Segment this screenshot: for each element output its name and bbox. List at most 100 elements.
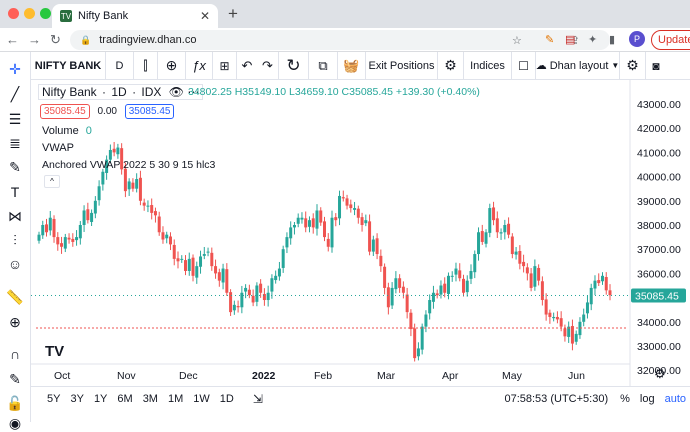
chart-settings-gear-icon[interactable]: ⚙ [620,51,646,80]
candle-body [409,312,413,330]
range-1m-button[interactable]: 1M [167,392,184,405]
visibility-eye-icon[interactable]: 👁 [168,85,184,99]
templates-grid-icon[interactable]: ⊞ [213,51,237,80]
minimize-window-icon[interactable] [24,8,35,19]
price-chart[interactable]: 43000.00 42000.00 41000.00 40000.00 39000.00… [31,80,690,422]
reload-icon[interactable]: ↻ [50,32,61,47]
exit-positions-button[interactable]: Exit Positions [366,51,438,80]
candle-body [593,280,597,289]
collapse-legend-icon[interactable]: ^ [44,175,60,188]
vwap-legend[interactable]: VWAP [42,142,74,154]
profile-avatar[interactable]: P [629,31,645,47]
candle-body [330,217,334,248]
browser-tab-bar: TV Nifty Bank ✕ + [0,0,690,28]
candle-body [285,237,289,248]
crosshair-icon[interactable]: ✛ [9,60,21,77]
tradingview-logo-icon[interactable]: TV [45,343,64,360]
percent-toggle[interactable]: % [620,392,630,405]
sell-price-button[interactable]: 35085.45 [40,104,90,119]
candle-body [492,207,496,221]
new-tab-icon[interactable]: + [228,4,238,23]
anchored-vwap-legend[interactable]: Anchored VWAP 2022 5 30 9 15 hlc3 [42,159,216,171]
candle-body [495,218,499,233]
extensions-puzzle-icon[interactable]: ✦ [588,34,598,46]
log-toggle[interactable]: log [639,392,655,405]
candle-type-icon[interactable]: ⫿ [134,51,158,80]
zoom-in-icon[interactable]: ⊕ [9,313,21,330]
candle-body [210,252,214,267]
candle-body [97,186,101,201]
candle-body [578,321,582,336]
range-5y-button[interactable]: 5Y [47,392,61,405]
extension-pen-icon[interactable]: ✎ [545,34,555,46]
url-field[interactable]: 🔒 tradingview.dhan.co ⇪ ☆ [70,30,610,50]
chart-toolbar: NIFTY BANK D ⫿ ⊕ ƒx ⊞ ↶ ↷ ↻ ⧉ 🧺 Exit Pos… [31,51,690,80]
candle-body [379,255,383,267]
brush-icon[interactable]: ✎ [9,158,21,175]
candle-body [48,217,52,231]
indices-button[interactable]: Indices [464,51,512,80]
symbol-search[interactable]: NIFTY BANK [31,51,106,80]
magnet-icon[interactable]: ∩ [9,346,21,362]
forecast-icon[interactable]: ⫶ [13,231,17,248]
auto-toggle[interactable]: auto [664,392,686,405]
layout-selector[interactable]: ☁ Dhan layout ▼ [536,51,620,80]
more-dots-icon[interactable]: ⋯ [187,85,200,99]
range-6m-button[interactable]: 6M [117,392,133,405]
volume-legend[interactable]: Volume 0 [42,125,92,137]
emoji-icon[interactable]: ☺ [7,256,23,272]
forward-icon[interactable]: → [28,32,41,47]
close-window-icon[interactable] [8,8,19,19]
back-icon[interactable]: ← [6,32,19,47]
candle-body [548,312,552,317]
candle-body [120,148,124,170]
go-to-date-icon[interactable]: ⇲ [252,391,263,406]
update-button[interactable]: Update [651,30,690,50]
range-3y-button[interactable]: 3Y [70,392,84,405]
candle-body [184,260,188,271]
browser-tab[interactable]: TV Nifty Bank ✕ [52,4,218,28]
symbol-legend[interactable]: Nifty Bank · 1D · IDX 👁 ⋯ [38,84,204,100]
visibility-eye-icon[interactable]: ◉ [8,414,22,431]
lock-icon[interactable]: 🔓 [6,394,24,411]
range-3m-button[interactable]: 3M [142,392,158,405]
interval-selector[interactable]: D [106,51,134,80]
ruler-icon[interactable]: 📏 [6,288,24,305]
candle-body [300,217,304,220]
buy-price-button[interactable]: 35085.45 [124,104,175,119]
redo-icon[interactable]: ↷ [257,51,279,80]
maximize-window-icon[interactable] [40,8,51,19]
candle-body [589,287,593,305]
range-1w-button[interactable]: 1W [193,392,210,405]
pattern-icon[interactable]: ⋈ [8,207,22,224]
horizontal-lines-icon[interactable]: ☰ [8,110,22,127]
sidebar-panel-icon[interactable]: ▮ [609,34,616,46]
range-1y-button[interactable]: 1Y [93,392,108,405]
candle-body [251,295,255,303]
undo-icon[interactable]: ↶ [241,57,253,73]
candle-body [364,220,368,224]
candle-body [431,292,435,302]
fib-retracement-icon[interactable]: ≣ [9,134,21,151]
candle-body [401,286,405,293]
bookmark-star-icon[interactable]: ☆ [512,34,522,47]
time-axis-label: Apr [442,370,459,382]
extension-red-icon[interactable]: ▤ [565,34,576,46]
range-1d-button[interactable]: 1D [219,392,234,405]
lock-drawing-icon[interactable]: ✎ [9,370,21,387]
share-icon[interactable]: ⇪ [570,34,580,47]
camera-icon[interactable]: ◙ [652,58,660,73]
indicators-fx-icon[interactable]: ƒx [186,51,213,80]
settings-gear-icon[interactable]: ⚙ [438,51,464,80]
trend-line-icon[interactable]: ╱ [10,85,20,102]
popout-icon[interactable]: ⧉ [309,51,338,80]
text-icon[interactable]: T [10,184,20,200]
price-axis-label: 36000.00 [637,268,681,280]
axis-settings-gear-icon[interactable]: ⚙ [654,366,666,381]
fullscreen-square-icon[interactable]: ☐ [512,51,536,80]
compare-symbol-icon[interactable]: ⊕ [158,51,186,80]
basket-icon[interactable]: 🧺 [338,51,366,80]
tab-close-icon[interactable]: ✕ [199,9,210,23]
candle-body [544,299,548,315]
refresh-icon[interactable]: ↻ [279,51,309,80]
